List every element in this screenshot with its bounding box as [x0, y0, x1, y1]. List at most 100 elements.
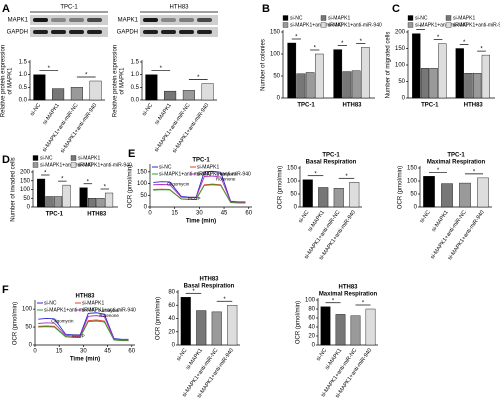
x-tick-label: HTH83: [87, 212, 107, 218]
annotation: Oligomycin: [51, 319, 74, 324]
y-tick-label: 0.0: [131, 98, 140, 104]
bar: [459, 182, 471, 208]
y-tick-label: 1.0: [131, 72, 140, 78]
y-tick-label: 100: [22, 307, 33, 313]
y-tick-label: 100: [305, 298, 316, 304]
x-tick-label: 60: [128, 349, 135, 355]
annotation: Rotenone: [216, 176, 236, 181]
y-axis-label: Number of colonies: [261, 39, 267, 91]
y-tick-label: 200: [395, 30, 406, 36]
y-tick-label: 0: [312, 343, 316, 349]
blot-band: [197, 30, 212, 34]
x-tick-label: 0: [148, 211, 152, 217]
x-tick-label: TPC-1: [297, 103, 315, 109]
legend-swatch: [445, 22, 452, 28]
panel-label: C: [392, 3, 400, 15]
legend-swatch: [32, 155, 39, 161]
sig-star: *: [48, 66, 51, 72]
bar: [361, 47, 370, 99]
y-tick-label: 50: [25, 325, 32, 331]
x-tick-label: si-MAPK1+anti-miR-NC: [42, 103, 80, 154]
sig-star: *: [44, 171, 47, 177]
legend-label: si-MAPK1+anti-miR-NC: [159, 171, 212, 177]
chart-title: HTH83: [199, 277, 219, 283]
legend-swatch: [70, 155, 77, 161]
bar: [333, 188, 344, 208]
sig-star: *: [197, 75, 200, 81]
y-tick-label: 1.0: [19, 72, 28, 78]
x-tick-label: si-MAPK1+anti-miR-940: [447, 210, 486, 262]
legend-label: si-NC: [159, 164, 172, 170]
y-tick-label: 50: [273, 74, 280, 80]
x-tick-label: si-NC: [298, 210, 311, 225]
x-axis-label: Time (min): [70, 357, 100, 363]
series-line: [153, 175, 246, 203]
bar: [105, 192, 114, 208]
y-tick-label: 150: [287, 166, 298, 172]
legend-swatch: [320, 15, 327, 21]
legend-swatch: [282, 22, 289, 28]
y-tick-label: 0.5: [131, 85, 140, 91]
bar: [349, 182, 360, 208]
sig-star: *: [345, 174, 348, 180]
y-tick-label: 80: [168, 290, 175, 296]
series-line: [38, 315, 129, 341]
bar: [477, 177, 489, 208]
blot-band: [69, 30, 84, 34]
y-tick-label: 60: [168, 303, 175, 309]
x-axis-label: Time (min): [186, 219, 216, 225]
blot-title: HTH83: [169, 5, 189, 11]
bar: [350, 315, 361, 346]
bar: [423, 176, 435, 208]
y-tick-label: 100: [287, 179, 298, 185]
x-tick-label: si-MAPK1: [431, 210, 450, 233]
bar: [182, 90, 195, 101]
bar: [201, 83, 214, 101]
y-axis-label: OCR (pmol/min): [296, 301, 302, 344]
bar: [227, 305, 238, 346]
bar: [438, 43, 447, 99]
sig-star: *: [223, 297, 226, 303]
x-tick-label: 15: [56, 349, 63, 355]
sig-star: *: [160, 66, 163, 72]
legend-label: si-MAPK1: [82, 300, 104, 306]
legend-label: si-NC: [44, 300, 57, 306]
legend-swatch: [445, 15, 452, 21]
sig-star: *: [480, 47, 483, 53]
y-tick-label: 100: [20, 187, 31, 193]
bar: [180, 297, 191, 346]
y-axis-label: OCR (pmol/min): [278, 166, 284, 209]
x-tick-label: 45: [221, 211, 228, 217]
chart-title: Maximal Respiration: [427, 160, 486, 166]
bar: [54, 196, 63, 208]
sig-star: *: [362, 301, 365, 307]
y-axis-label: Relative protein expression: [113, 45, 119, 117]
y-axis-label: Relative protein expression: [1, 45, 7, 117]
legend-swatch: [70, 162, 77, 168]
bar: [429, 68, 438, 99]
chart-title: TPC-1: [192, 158, 210, 164]
blot-band: [197, 18, 212, 22]
blot-band: [87, 30, 102, 34]
x-tick-label: TPC-1: [46, 212, 64, 218]
y-tick-label: 50: [23, 196, 30, 202]
y-tick-label: 0: [144, 205, 148, 211]
x-tick-label: TPC-1: [421, 103, 439, 109]
y-tick-label: 1.5: [131, 60, 140, 66]
annotation: Antimycin/: [215, 171, 237, 176]
y-tick-label: 40: [308, 325, 315, 331]
sig-star: *: [192, 289, 195, 295]
sig-star: *: [104, 185, 107, 191]
y-tick-label: 20: [308, 334, 315, 340]
sig-star: *: [295, 35, 298, 41]
panel-label: B: [262, 3, 270, 15]
sig-star: *: [314, 171, 317, 177]
bar: [420, 68, 430, 99]
bar: [342, 71, 352, 99]
bar: [164, 90, 177, 101]
y-axis-label: of MAPK1: [8, 67, 14, 95]
legend-label: si-MAPK1+anti-miR-940: [328, 22, 382, 28]
bar: [88, 198, 97, 208]
bar: [145, 74, 158, 101]
chart-title: TPC-1: [322, 153, 340, 159]
